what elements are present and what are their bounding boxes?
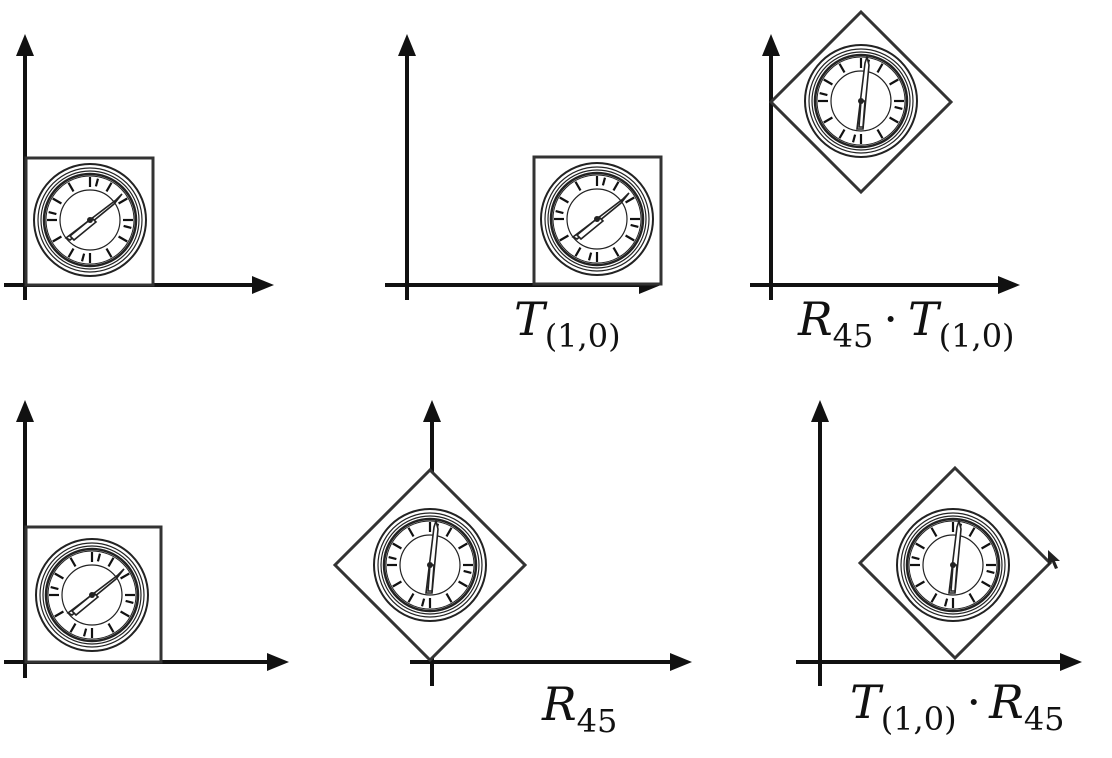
panel-bottom-original [4, 400, 289, 678]
axes [796, 400, 1082, 686]
transform-label: R45 [541, 677, 617, 740]
transform-label: T(1,0) [514, 292, 621, 355]
panel-top-rotated-after-translate: R45 · T(1,0) [750, 9, 1020, 355]
clock-icon [805, 45, 917, 157]
clock-icon [897, 509, 1009, 621]
panel-bottom-translated-after-rotate: T(1,0) · R45 [796, 400, 1082, 738]
transform-label: R45 · T(1,0) [797, 292, 1015, 355]
clock-icon [34, 537, 150, 653]
axes [750, 34, 1020, 300]
transform-label: T(1,0) · R45 [850, 675, 1065, 738]
panel-top-translated: T(1,0) [385, 34, 663, 355]
clock-icon [32, 162, 148, 278]
clock-icon [539, 161, 655, 277]
panel-top-original [4, 34, 274, 300]
panel-bottom-rotated: R45 [332, 400, 692, 740]
clock-icon [374, 509, 486, 621]
mouse-cursor-icon [1048, 550, 1060, 569]
